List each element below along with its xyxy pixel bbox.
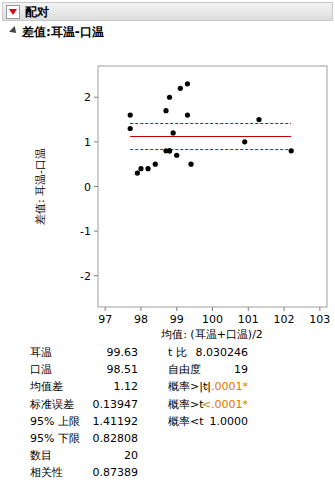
point bbox=[289, 148, 294, 153]
point bbox=[135, 171, 140, 176]
point bbox=[174, 153, 179, 158]
y-tick-label: -1 bbox=[80, 225, 91, 238]
stat-label: 相关性 bbox=[30, 466, 63, 479]
ci-line bbox=[130, 149, 291, 150]
stat-value: 0.87389 bbox=[93, 466, 139, 479]
x-tick bbox=[284, 307, 285, 311]
point bbox=[145, 166, 150, 171]
header-title: 配对 bbox=[25, 4, 49, 21]
ci-line bbox=[130, 123, 291, 124]
canvas: -2 -1 0 1 2 97 98 99 100 101 102 103 均值: (耳温+口温)/2 差值… bbox=[0, 0, 335, 499]
stat-label: 概率>t bbox=[168, 398, 204, 411]
point bbox=[185, 112, 190, 117]
point bbox=[167, 95, 172, 100]
stat-value: 0.13947 bbox=[93, 398, 139, 411]
point bbox=[188, 162, 193, 167]
point bbox=[178, 86, 183, 91]
x-tick-label: 103 bbox=[309, 313, 330, 326]
stat-value: 20 bbox=[124, 449, 138, 462]
y-tick bbox=[94, 141, 98, 142]
x-tick bbox=[140, 307, 141, 311]
y-tick-label: 2 bbox=[84, 91, 91, 104]
x-tick-label: 97 bbox=[98, 313, 112, 326]
x-tick-label: 100 bbox=[202, 313, 223, 326]
stat-label: 概率<t bbox=[168, 415, 204, 428]
stat-value: 99.63 bbox=[107, 346, 139, 359]
stat-value: 8.030246 bbox=[196, 346, 249, 359]
point bbox=[167, 148, 172, 153]
y-tick-label: 0 bbox=[84, 181, 91, 194]
point bbox=[167, 148, 172, 153]
stat-value: 1.12 bbox=[114, 380, 139, 393]
stat-value: 0.82808 bbox=[93, 432, 139, 445]
x-tick-label: 99 bbox=[170, 313, 184, 326]
y-tick-label: 1 bbox=[84, 136, 91, 149]
point bbox=[256, 117, 261, 122]
stat-label: 均值差 bbox=[29, 380, 63, 393]
point bbox=[128, 126, 133, 131]
x-tick bbox=[105, 307, 106, 311]
plot-frame bbox=[98, 66, 327, 307]
stat-label: 数目 bbox=[30, 449, 52, 462]
y-tick bbox=[94, 275, 98, 276]
stat-value: 1.0000 bbox=[210, 415, 249, 428]
stat-label: 自由度 bbox=[168, 363, 201, 376]
point bbox=[163, 108, 168, 113]
mean-line bbox=[130, 136, 291, 137]
point bbox=[171, 130, 176, 135]
x-tick bbox=[212, 307, 213, 311]
x-tick-label: 102 bbox=[274, 313, 295, 326]
point bbox=[153, 162, 158, 167]
stat-label: 95% 上限 bbox=[30, 415, 80, 428]
stat-value: <.0001* bbox=[202, 380, 249, 393]
y-axis-label: 差值: 耳温-口温 bbox=[34, 148, 47, 225]
plot-marks bbox=[128, 81, 294, 175]
y-tick bbox=[94, 97, 98, 98]
stat-value: 98.51 bbox=[107, 363, 139, 376]
stat-value: <.0001* bbox=[202, 398, 249, 411]
stat-value: 19 bbox=[234, 363, 248, 376]
stat-value: 1.41192 bbox=[93, 415, 139, 428]
x-axis-label: 均值: (耳温+口温)/2 bbox=[160, 328, 263, 341]
x-tick bbox=[319, 307, 320, 311]
point bbox=[242, 139, 247, 144]
stat-label: 耳温 bbox=[30, 346, 52, 359]
point bbox=[128, 112, 133, 117]
y-tick bbox=[94, 186, 98, 187]
menu-icon[interactable] bbox=[6, 5, 20, 19]
y-tick bbox=[94, 231, 98, 232]
x-tick-label: 101 bbox=[238, 313, 259, 326]
point bbox=[185, 81, 190, 86]
x-tick bbox=[176, 307, 177, 311]
disclosure-icon[interactable] bbox=[9, 26, 19, 36]
stat-label: 口温 bbox=[30, 363, 52, 376]
stat-label: t 比 bbox=[168, 346, 187, 359]
header-bar: 配对 bbox=[2, 2, 333, 21]
x-tick-label: 98 bbox=[134, 313, 148, 326]
stat-label: 标准误差 bbox=[29, 398, 74, 411]
point bbox=[138, 166, 143, 171]
chart-title: 差值:耳温-口温 bbox=[22, 24, 104, 41]
x-tick bbox=[248, 307, 249, 311]
stat-label: 95% 下限 bbox=[30, 432, 80, 445]
y-tick-label: -2 bbox=[80, 270, 91, 283]
